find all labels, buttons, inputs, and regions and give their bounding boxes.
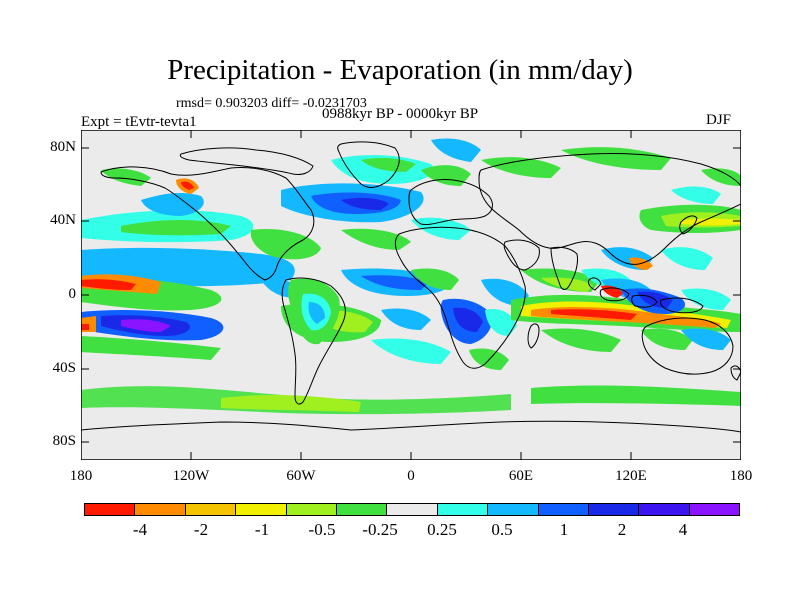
map-title: Precipitation - Evaporation (in mm/day) (167, 54, 633, 86)
lon-label-0: 0 (407, 468, 415, 484)
colorbar-label: 2 (617, 520, 627, 539)
lon-label-120e: 120E (615, 468, 647, 484)
world-map (81, 130, 741, 460)
lon-label-60w: 60W (286, 468, 316, 484)
axis-ticks (81, 130, 741, 460)
colorbar-label: -0.25 (362, 520, 398, 539)
statistics-text: rmsd= 0.903203 diff= -0.0231703 (176, 96, 367, 111)
colorbar-swatch (436, 503, 489, 516)
colorbar-swatch (235, 503, 287, 516)
lat-label-80n: 80N (50, 139, 76, 155)
colorbar-swatch (386, 503, 438, 516)
lat-label-equator: 0 (68, 286, 77, 302)
colorbar-label: -0.5 (308, 520, 336, 539)
coastlines (81, 141, 741, 460)
colorbar-label: 4 (678, 520, 688, 539)
colorbar-swatch (487, 503, 539, 516)
colorbar-label: 1 (559, 520, 569, 539)
lon-label-180e: 180 (729, 468, 753, 484)
color-legend-bar (84, 503, 741, 516)
colorbar-swatch (285, 503, 337, 516)
lat-label-40n: 40N (50, 212, 76, 228)
lon-label-120w: 120W (172, 468, 210, 484)
colorbar-label: 0.25 (427, 520, 457, 539)
colorbar-swatch (688, 503, 741, 516)
experiment-label: Expt = tEvtr-tevta1 (81, 114, 197, 130)
lat-label-80s: 80S (52, 433, 76, 449)
colorbar-label: -1 (254, 520, 270, 539)
lon-label-180w: 180 (69, 468, 93, 484)
lat-label-40s: 40S (52, 360, 76, 376)
colorbar-label: -2 (193, 520, 209, 539)
colorbar-label: -4 (132, 520, 148, 539)
colorbar-swatch (184, 503, 237, 516)
colorbar-swatch (335, 503, 388, 516)
period-label: 0988kyr BP - 0000kyr BP (322, 106, 479, 122)
lon-label-60e: 60E (508, 468, 534, 484)
colorbar-swatch (134, 503, 186, 516)
colorbar-swatch (638, 503, 690, 516)
colorbar-swatch (587, 503, 640, 516)
colorbar-swatch (537, 503, 589, 516)
season-label: DJF (706, 112, 732, 128)
colorbar-swatch (84, 503, 136, 516)
colorbar-label: 0.5 (491, 520, 513, 539)
